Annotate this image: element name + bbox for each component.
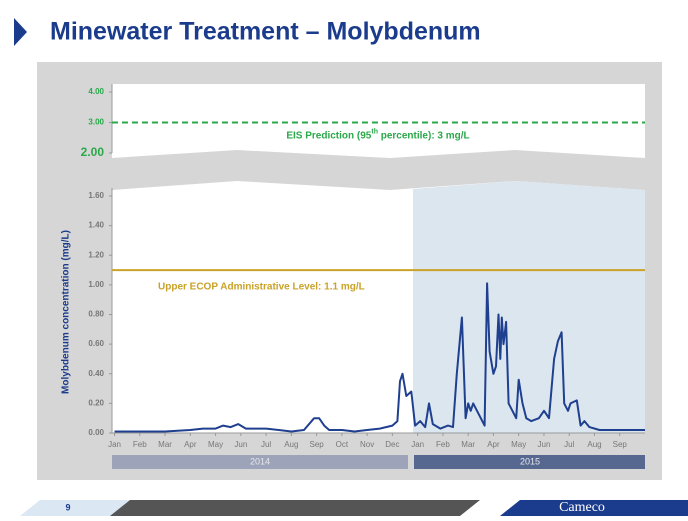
y-tick-label: 3.00 bbox=[88, 118, 104, 127]
y-tick-label: 1.00 bbox=[88, 280, 104, 289]
y-axis-label: Molybdenum concentration (mg/L) bbox=[61, 230, 72, 394]
eis-label: EIS Prediction (95th percentile): 3 mg/L bbox=[286, 128, 469, 141]
year-shade bbox=[413, 181, 645, 433]
x-tick-label: Jun bbox=[538, 440, 551, 449]
y-tick-label: 1.20 bbox=[88, 250, 104, 259]
y-tick-label: 0.40 bbox=[88, 369, 104, 378]
y-tick-label: 0.60 bbox=[88, 339, 104, 348]
data-line bbox=[114, 282, 645, 433]
y-tick-label: 0.20 bbox=[88, 398, 104, 407]
x-tick-label: Sep bbox=[309, 440, 324, 449]
x-tick-label: May bbox=[208, 440, 223, 449]
y-tick-label: 4.00 bbox=[88, 87, 104, 96]
y-tick-label: 1.60 bbox=[88, 191, 104, 200]
x-tick-label: Oct bbox=[336, 440, 349, 449]
x-tick-label: Mar bbox=[461, 440, 475, 449]
year-bar bbox=[414, 455, 645, 469]
x-tick-label: May bbox=[511, 440, 526, 449]
y-tick-label: 2.00 bbox=[81, 145, 105, 159]
logo: Cameco bbox=[559, 500, 605, 515]
x-tick-label: Dec bbox=[385, 440, 399, 449]
x-tick-label: Feb bbox=[436, 440, 450, 449]
x-tick-label: Feb bbox=[133, 440, 147, 449]
x-tick-label: Jul bbox=[564, 440, 574, 449]
eis-label-part: th bbox=[371, 128, 378, 135]
x-tick-label: Nov bbox=[360, 440, 374, 449]
x-tick-label: Apr bbox=[487, 440, 500, 449]
year-label: 2014 bbox=[250, 456, 270, 466]
y-tick-label: 0.80 bbox=[88, 310, 104, 319]
slide-title: Minewater Treatment – Molybdenum bbox=[50, 18, 481, 46]
x-tick-label: Aug bbox=[587, 440, 601, 449]
x-tick-label: Mar bbox=[158, 440, 172, 449]
y-tick-label: 1.40 bbox=[88, 221, 104, 230]
upper-section bbox=[112, 84, 645, 158]
x-tick-label: Jan bbox=[108, 440, 121, 449]
x-tick-label: Aug bbox=[284, 440, 298, 449]
footer-bar bbox=[20, 500, 130, 516]
x-tick-label: Jan bbox=[411, 440, 424, 449]
page-number: 9 bbox=[65, 502, 70, 512]
year-label: 2015 bbox=[520, 456, 540, 466]
year-bar bbox=[112, 455, 408, 469]
footer-bar bbox=[500, 500, 688, 516]
eis-label-part: EIS Prediction (95 bbox=[286, 130, 371, 141]
title-icon bbox=[14, 18, 27, 46]
eis-label-part: percentile): 3 mg/L bbox=[378, 130, 470, 141]
ecop-label: Upper ECOP Administrative Level: 1.1 mg/… bbox=[158, 282, 365, 293]
x-tick-label: Jun bbox=[234, 440, 247, 449]
x-tick-label: Jul bbox=[261, 440, 271, 449]
y-tick-label: 0.00 bbox=[88, 428, 104, 437]
x-tick-label: Apr bbox=[184, 440, 197, 449]
footer-bar bbox=[100, 500, 480, 516]
x-tick-label: Sep bbox=[613, 440, 628, 449]
